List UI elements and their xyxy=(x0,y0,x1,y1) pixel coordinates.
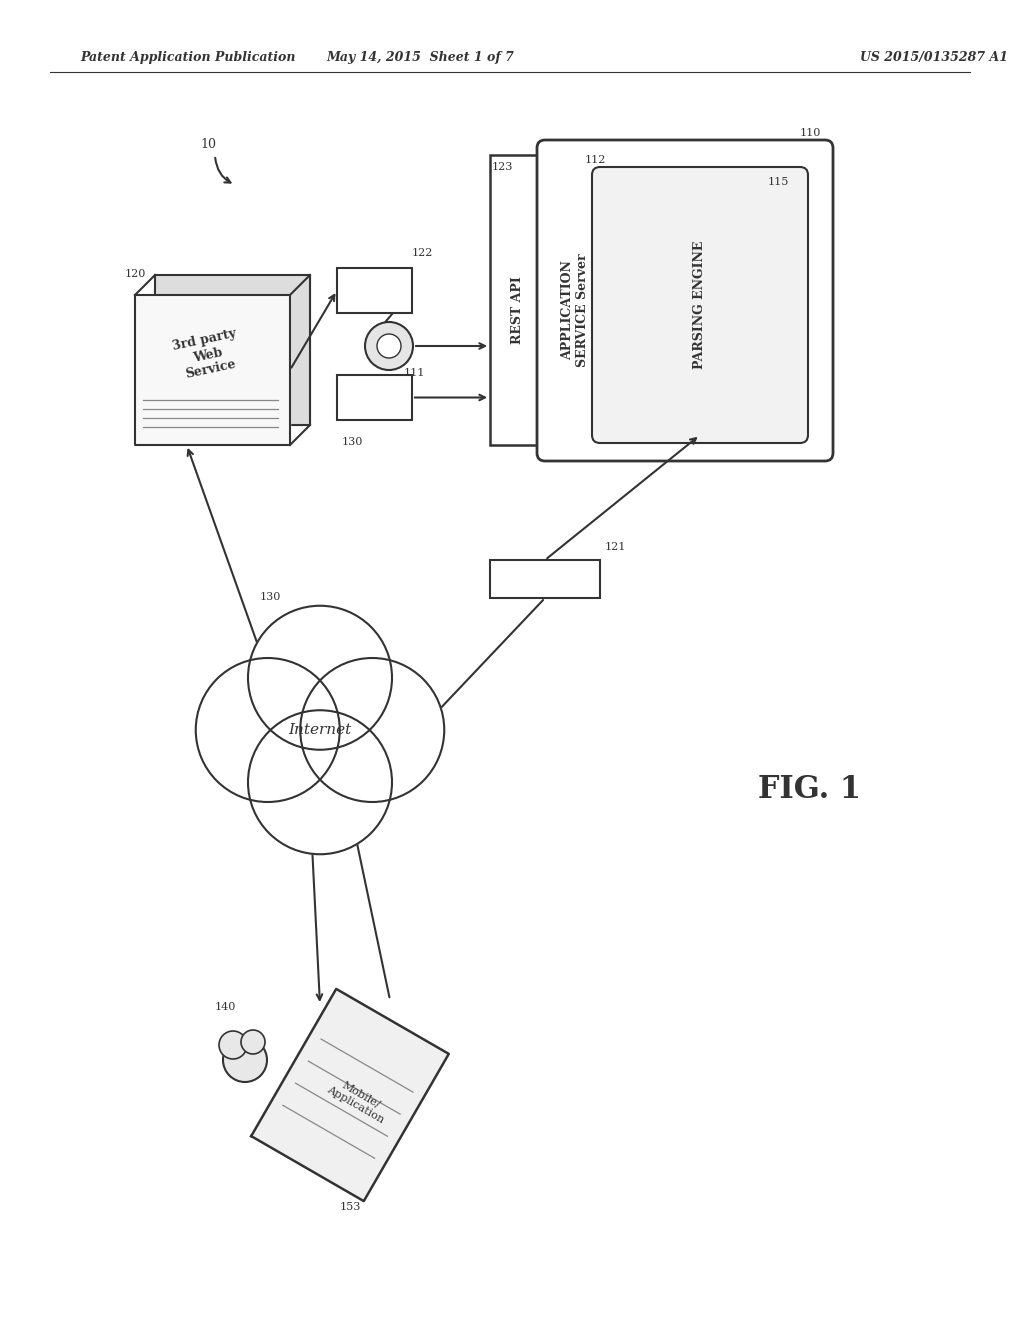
Text: REST API: REST API xyxy=(511,276,524,345)
FancyBboxPatch shape xyxy=(536,140,833,461)
Text: 122: 122 xyxy=(412,248,433,257)
Text: Internet: Internet xyxy=(288,723,352,737)
Text: 110: 110 xyxy=(799,128,820,139)
Text: 10: 10 xyxy=(200,139,216,152)
Polygon shape xyxy=(135,294,289,445)
Text: US 2015/0135287 A1: US 2015/0135287 A1 xyxy=(859,51,1007,65)
Text: 111: 111 xyxy=(404,368,425,378)
Polygon shape xyxy=(251,989,448,1201)
Text: 153: 153 xyxy=(339,1203,361,1212)
Circle shape xyxy=(240,1030,265,1053)
Circle shape xyxy=(263,673,377,787)
Circle shape xyxy=(196,657,339,803)
Circle shape xyxy=(365,322,413,370)
Text: APPLICATION
SERVICE Server: APPLICATION SERVICE Server xyxy=(560,253,588,367)
Circle shape xyxy=(248,710,391,854)
Text: 115: 115 xyxy=(767,177,789,187)
Text: Patent Application Publication: Patent Application Publication xyxy=(79,51,296,65)
Circle shape xyxy=(300,657,444,803)
Bar xyxy=(489,154,544,445)
Text: FIG. 1: FIG. 1 xyxy=(758,775,861,805)
Text: 130: 130 xyxy=(341,437,363,447)
Text: 130: 130 xyxy=(260,591,281,602)
Text: 123: 123 xyxy=(491,162,513,172)
Polygon shape xyxy=(155,275,310,425)
Text: 120: 120 xyxy=(125,269,147,279)
Bar xyxy=(489,560,599,598)
Text: Credentials: Credentials xyxy=(507,573,581,586)
Circle shape xyxy=(248,606,391,750)
Text: 112: 112 xyxy=(585,154,605,165)
Text: 140: 140 xyxy=(215,1002,236,1012)
Circle shape xyxy=(377,334,400,358)
Text: PARSING ENGINE: PARSING ENGINE xyxy=(693,240,706,370)
Bar xyxy=(336,268,412,313)
Text: 121: 121 xyxy=(604,543,626,552)
Text: 3rd party
Web
Service: 3rd party Web Service xyxy=(171,327,244,383)
Text: Mobile/
Application: Mobile/ Application xyxy=(324,1074,391,1126)
Circle shape xyxy=(219,1031,247,1059)
Text: Post: Post xyxy=(361,284,387,297)
Circle shape xyxy=(223,1038,267,1082)
FancyBboxPatch shape xyxy=(591,168,807,444)
Bar xyxy=(336,375,412,420)
Text: SDK
Object: SDK Object xyxy=(354,384,395,412)
Text: May 14, 2015  Sheet 1 of 7: May 14, 2015 Sheet 1 of 7 xyxy=(326,51,514,65)
